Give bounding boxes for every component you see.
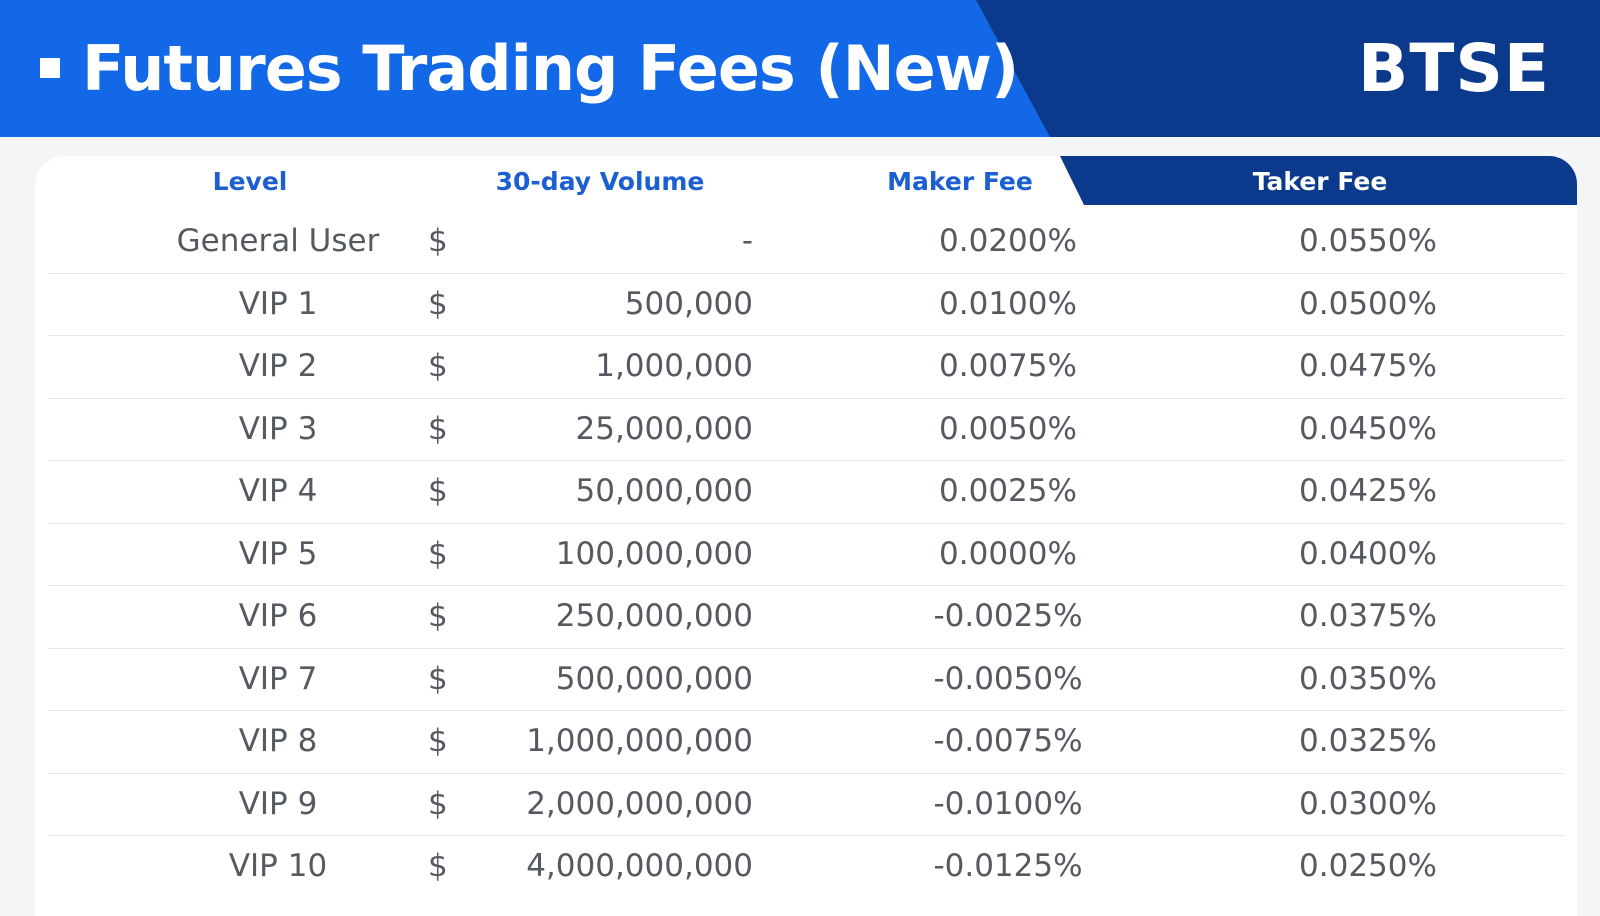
taker-fee-cell: 0.0400% [1299, 535, 1437, 572]
table-row: VIP 9 $2,000,000,000 -0.0100% 0.0300% [48, 774, 1564, 836]
maker-fee-cell: 0.0075% [939, 348, 1077, 384]
currency-symbol: $ [428, 723, 448, 759]
currency-symbol: $ [428, 785, 448, 822]
taker-fee-cell: 0.0325% [1299, 723, 1437, 759]
column-header-maker-fee: Maker Fee [887, 167, 1033, 196]
volume-cell: 50,000,000 [575, 473, 754, 509]
volume-cell: 250,000,000 [555, 598, 753, 634]
currency-symbol: $ [428, 598, 448, 634]
level-cell: VIP 5 [238, 535, 318, 572]
maker-fee-cell: -0.0075% [933, 723, 1083, 759]
header-banner-accent [0, 0, 1050, 137]
taker-fee-cell: 0.0450% [1299, 410, 1437, 447]
volume-cell: 1,000,000,000 [526, 723, 753, 759]
currency-symbol: $ [428, 660, 448, 697]
maker-fee-cell: -0.0100% [933, 785, 1083, 822]
taker-fee-cell: 0.0350% [1299, 660, 1437, 697]
currency-symbol: $ [428, 473, 448, 509]
column-header-level: Level [212, 167, 288, 196]
volume-cell: 500,000,000 [555, 660, 753, 697]
table-row: VIP 7 $500,000,000 -0.0050% 0.0350% [48, 649, 1564, 711]
currency-symbol: $ [428, 285, 448, 322]
maker-fee-cell: 0.0100% [939, 285, 1077, 322]
table-row: General User $ - 0.0200% 0.0550% [48, 211, 1564, 274]
volume-cell: 500,000 [624, 285, 753, 322]
level-cell: VIP 7 [238, 660, 318, 697]
maker-fee-cell: -0.0050% [933, 660, 1083, 697]
maker-fee-cell: -0.0025% [933, 598, 1083, 634]
table-row: VIP 6 $250,000,000 -0.0025% 0.0375% [48, 586, 1564, 649]
table-row: VIP 5 $100,000,000 0.0000% 0.0400% [48, 524, 1564, 586]
taker-fee-cell: 0.0550% [1299, 223, 1437, 259]
maker-fee-cell: 0.0025% [939, 473, 1077, 509]
taker-fee-cell: 0.0425% [1299, 473, 1437, 509]
taker-fee-header-tab [1060, 156, 1577, 205]
volume-cell: 100,000,000 [555, 535, 753, 572]
volume-cell: - [741, 223, 753, 259]
page-title-wrapper: Futures Trading Fees (New) [40, 28, 1019, 108]
title-bullet-icon [40, 58, 60, 78]
taker-fee-cell: 0.0250% [1299, 848, 1437, 884]
taker-fee-cell: 0.0375% [1299, 598, 1437, 634]
table-row: VIP 10 $4,000,000,000 -0.0125% 0.0250% [48, 836, 1564, 898]
page-title: Futures Trading Fees (New) [82, 31, 1019, 105]
fee-table-card [35, 156, 1577, 916]
level-cell: VIP 8 [238, 723, 318, 759]
maker-fee-cell: 0.0050% [939, 410, 1077, 447]
table-row: VIP 1 $500,000 0.0100% 0.0500% [48, 274, 1564, 336]
level-cell: General User [176, 223, 380, 259]
level-cell: VIP 3 [238, 410, 318, 447]
table-row: VIP 4 $50,000,000 0.0025% 0.0425% [48, 461, 1564, 524]
volume-cell: 2,000,000,000 [526, 785, 753, 822]
level-cell: VIP 1 [238, 285, 318, 322]
level-cell: VIP 10 [228, 848, 328, 884]
currency-symbol: $ [428, 348, 448, 384]
table-row: VIP 8 $1,000,000,000 -0.0075% 0.0325% [48, 711, 1564, 774]
fee-table-body: General User $ - 0.0200% 0.0550% VIP 1 $500,00… [48, 211, 1564, 898]
brand-logo: BTSE [1358, 30, 1550, 107]
column-header-taker-fee: Taker Fee [1252, 167, 1388, 196]
level-cell: VIP 6 [238, 598, 318, 634]
currency-symbol: $ [428, 410, 448, 447]
header-banner: Futures Trading Fees (New) BTSE [0, 0, 1600, 137]
table-row: VIP 2 $1,000,000 0.0075% 0.0475% [48, 336, 1564, 399]
maker-fee-cell: 0.0000% [939, 535, 1077, 572]
level-cell: VIP 2 [238, 348, 318, 384]
taker-fee-cell: 0.0500% [1299, 285, 1437, 322]
level-cell: VIP 9 [238, 785, 318, 822]
taker-fee-cell: 0.0475% [1299, 348, 1437, 384]
taker-fee-cell: 0.0300% [1299, 785, 1437, 822]
volume-cell: 1,000,000 [595, 348, 753, 384]
volume-cell: 4,000,000,000 [526, 848, 753, 884]
volume-cell: 25,000,000 [575, 410, 754, 447]
currency-symbol: $ [428, 848, 448, 884]
column-header-volume: 30-day Volume [495, 167, 705, 196]
table-row: VIP 3 $25,000,000 0.0050% 0.0450% [48, 399, 1564, 461]
currency-symbol: $ [428, 535, 448, 572]
currency-symbol: $ [428, 223, 448, 259]
maker-fee-cell: 0.0200% [939, 223, 1077, 259]
maker-fee-cell: -0.0125% [933, 848, 1083, 884]
level-cell: VIP 4 [238, 473, 318, 509]
